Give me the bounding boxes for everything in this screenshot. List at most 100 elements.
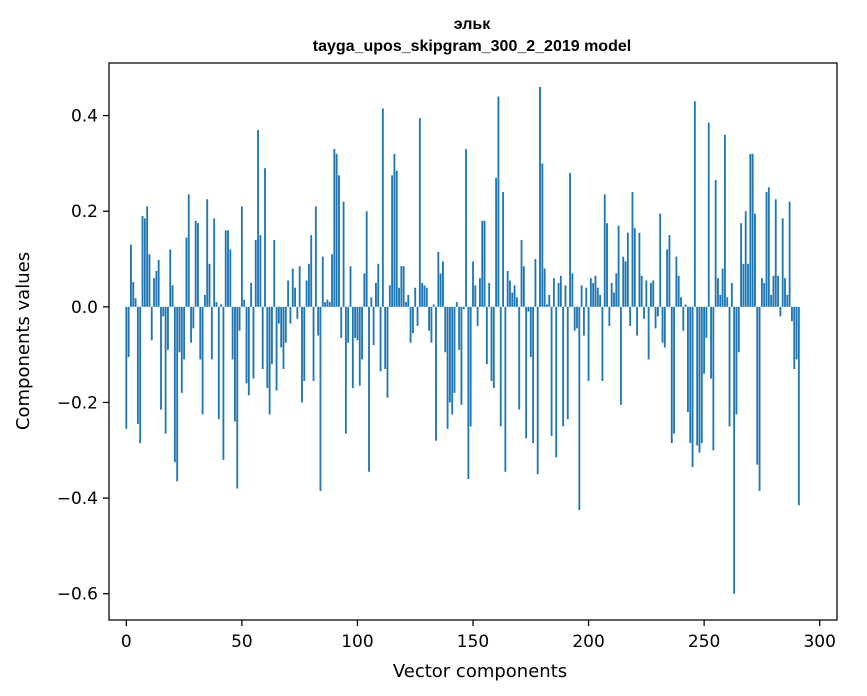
bar-88 bbox=[328, 302, 331, 307]
bar-86 bbox=[324, 302, 327, 307]
bar-70 bbox=[287, 280, 290, 307]
bar-267 bbox=[742, 263, 745, 307]
bar-5 bbox=[136, 306, 139, 424]
bar-102 bbox=[361, 306, 363, 360]
bar-60 bbox=[264, 168, 266, 307]
bar-149 bbox=[469, 306, 472, 427]
bar-239 bbox=[677, 275, 680, 307]
bar-206 bbox=[601, 306, 604, 381]
bar-33 bbox=[201, 306, 204, 415]
bar-164 bbox=[504, 306, 507, 472]
bar-85 bbox=[321, 256, 324, 307]
bar-42 bbox=[222, 306, 225, 460]
bar-135 bbox=[437, 251, 440, 307]
bar-142 bbox=[453, 306, 456, 393]
bar-262 bbox=[730, 282, 733, 307]
bar-176 bbox=[532, 306, 535, 444]
bar-280 bbox=[772, 275, 775, 307]
bar-169 bbox=[515, 297, 518, 307]
bar-259 bbox=[723, 134, 726, 307]
bar-237 bbox=[673, 306, 675, 434]
bar-4 bbox=[134, 298, 137, 307]
bar-78 bbox=[305, 280, 308, 307]
bar-69 bbox=[284, 306, 287, 343]
bar-271 bbox=[751, 153, 754, 307]
bar-120 bbox=[402, 266, 405, 307]
bar-179 bbox=[539, 86, 541, 307]
bar-128 bbox=[421, 282, 424, 307]
bar-2 bbox=[130, 244, 132, 307]
bar-66 bbox=[277, 306, 280, 324]
bar-272 bbox=[754, 213, 756, 307]
bar-28 bbox=[190, 306, 192, 343]
bar-148 bbox=[467, 306, 470, 479]
bar-15 bbox=[160, 306, 162, 410]
bar-83 bbox=[317, 306, 320, 336]
bar-227 bbox=[650, 282, 652, 307]
bar-126 bbox=[416, 306, 419, 326]
bar-222 bbox=[638, 232, 641, 307]
bar-10 bbox=[148, 254, 151, 307]
bar-17 bbox=[164, 306, 167, 434]
bar-230 bbox=[656, 306, 659, 317]
bar-50 bbox=[240, 206, 243, 307]
bar-127 bbox=[418, 117, 421, 307]
bar-25 bbox=[183, 306, 186, 360]
bar-188 bbox=[559, 275, 562, 307]
bar-240 bbox=[680, 297, 682, 307]
bar-263 bbox=[733, 306, 736, 594]
bar-100 bbox=[356, 306, 359, 341]
bar-283 bbox=[779, 306, 782, 317]
bar-208 bbox=[606, 223, 608, 307]
bar-79 bbox=[307, 263, 310, 307]
bar-183 bbox=[548, 294, 551, 307]
bar-43 bbox=[224, 230, 227, 307]
bar-112 bbox=[384, 306, 387, 369]
bar-245 bbox=[691, 306, 694, 468]
bar-96 bbox=[347, 306, 350, 343]
bar-289 bbox=[793, 306, 796, 369]
bar-163 bbox=[502, 192, 504, 307]
bar-249 bbox=[700, 306, 703, 444]
bar-248 bbox=[698, 306, 701, 453]
bar-144 bbox=[458, 306, 461, 350]
bar-181 bbox=[543, 268, 546, 307]
bar-34 bbox=[203, 294, 206, 307]
bar-287 bbox=[788, 201, 791, 307]
bar-150 bbox=[472, 261, 474, 307]
bar-223 bbox=[640, 275, 643, 307]
bar-151 bbox=[474, 285, 477, 307]
bar-143 bbox=[455, 302, 458, 307]
bar-23 bbox=[178, 306, 181, 353]
bar-12 bbox=[153, 278, 155, 307]
bar-182 bbox=[546, 304, 548, 307]
bar-37 bbox=[210, 306, 213, 360]
bar-95 bbox=[344, 306, 347, 434]
bar-59 bbox=[261, 306, 264, 369]
chart-title: эльк bbox=[454, 16, 491, 33]
bar-157 bbox=[488, 282, 491, 307]
bar-197 bbox=[580, 285, 583, 307]
bar-212 bbox=[615, 273, 618, 307]
bar-166 bbox=[509, 280, 511, 307]
bar-241 bbox=[682, 306, 685, 331]
bar-281 bbox=[774, 199, 777, 307]
bar-159 bbox=[492, 306, 495, 389]
bar-254 bbox=[712, 306, 715, 451]
bar-198 bbox=[583, 306, 585, 336]
y-tick-label: 0.2 bbox=[71, 202, 98, 222]
bar-74 bbox=[296, 306, 299, 319]
bar-207 bbox=[603, 194, 606, 307]
bar-213 bbox=[617, 225, 620, 307]
bar-91 bbox=[335, 153, 338, 307]
y-tick-label: −0.4 bbox=[57, 489, 98, 509]
bar-285 bbox=[784, 278, 786, 307]
bar-14 bbox=[157, 259, 160, 307]
bar-189 bbox=[562, 306, 565, 427]
bar-253 bbox=[710, 306, 712, 379]
bar-124 bbox=[411, 306, 414, 334]
bar-269 bbox=[747, 263, 749, 307]
bar-233 bbox=[663, 306, 666, 348]
bar-244 bbox=[689, 306, 692, 444]
